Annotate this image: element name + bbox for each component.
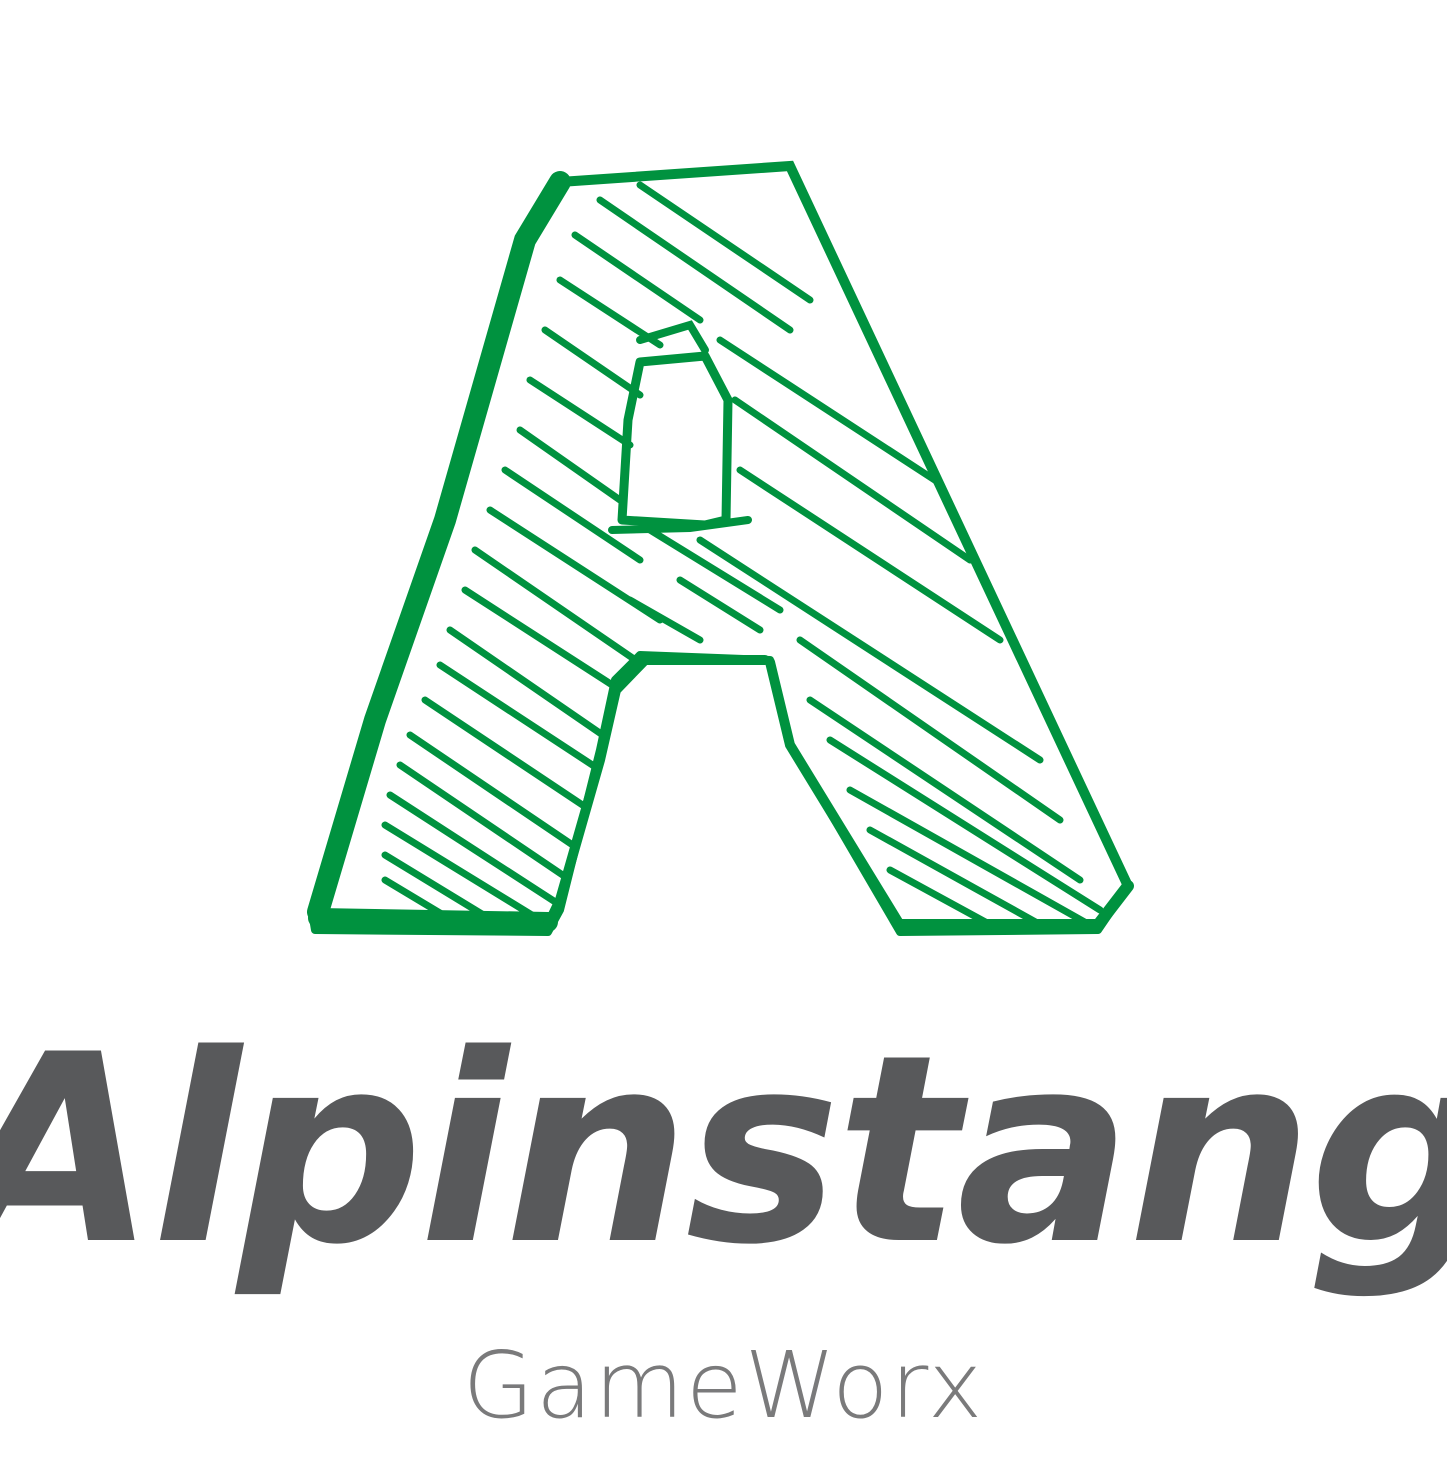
sketched-letter-a-icon: [307, 160, 1134, 936]
brand-name-text: Alpinstang: [0, 1000, 1447, 1302]
tagline-text: GameWorx: [462, 1332, 985, 1439]
brand-wordmark: Alpinstang: [0, 1000, 1447, 1302]
